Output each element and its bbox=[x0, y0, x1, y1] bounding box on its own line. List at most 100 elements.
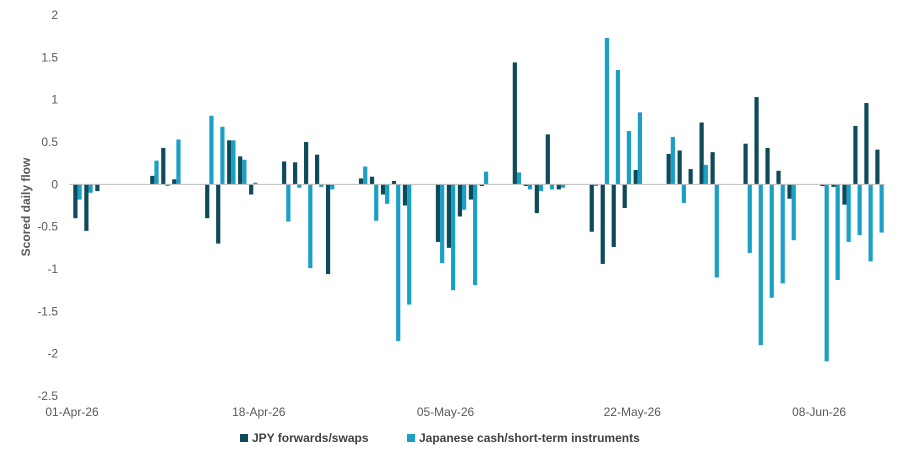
bar-jpy-forwards bbox=[666, 153, 671, 185]
bar-jpy-forwards bbox=[776, 170, 781, 185]
bar-jpy-forwards bbox=[831, 184, 836, 187]
bar-japanese-cash bbox=[516, 172, 522, 185]
bar-japanese-cash bbox=[637, 112, 642, 185]
bar-jpy-forwards bbox=[293, 162, 298, 185]
bar-japanese-cash bbox=[220, 126, 225, 185]
bar-japanese-cash bbox=[154, 160, 159, 185]
bar-jpy-forwards bbox=[875, 149, 880, 185]
bar-japanese-cash bbox=[363, 166, 368, 185]
bar-japanese-cash bbox=[253, 182, 258, 185]
bar-jpy-forwards bbox=[325, 184, 331, 275]
bar-japanese-cash bbox=[703, 164, 708, 185]
bar-japanese-cash bbox=[88, 184, 93, 193]
y-axis-title: Scored daily flow bbox=[19, 157, 33, 256]
y-tick-label: 1.5 bbox=[41, 50, 58, 64]
y-tick-label: -2 bbox=[47, 347, 58, 361]
bar-japanese-cash bbox=[615, 70, 621, 185]
legend-swatch-japanese-cash bbox=[407, 434, 415, 442]
bar-jpy-forwards bbox=[534, 184, 539, 214]
bar-jpy-forwards bbox=[556, 184, 561, 190]
bar-japanese-cash bbox=[297, 184, 302, 188]
bar-jpy-forwards bbox=[161, 147, 166, 185]
bar-jpy-forwards bbox=[765, 147, 770, 185]
y-tick-label: 0.5 bbox=[41, 135, 58, 149]
bar-japanese-cash bbox=[527, 184, 533, 190]
chart-bars bbox=[73, 37, 884, 362]
bar-japanese-cash bbox=[396, 184, 401, 341]
bar-jpy-forwards bbox=[304, 142, 309, 185]
bar-jpy-forwards bbox=[84, 184, 89, 231]
legend-swatch-jpy-forwards bbox=[240, 434, 248, 442]
bar-jpy-forwards bbox=[95, 184, 100, 192]
bar-japanese-cash bbox=[681, 184, 686, 203]
bar-japanese-cash bbox=[780, 184, 785, 284]
bar-japanese-cash bbox=[846, 184, 851, 242]
bar-japanese-cash bbox=[407, 184, 412, 305]
bar-japanese-cash bbox=[451, 184, 456, 291]
bar-japanese-cash bbox=[791, 184, 796, 241]
bar-japanese-cash bbox=[747, 184, 752, 253]
bar-jpy-forwards bbox=[435, 184, 441, 242]
bar-japanese-cash bbox=[473, 184, 478, 286]
bar-japanese-cash bbox=[176, 139, 181, 185]
bar-jpy-forwards bbox=[787, 184, 792, 199]
bar-japanese-cash bbox=[319, 184, 324, 187]
bar-jpy-forwards bbox=[611, 184, 616, 247]
y-tick-label: -1.5 bbox=[37, 304, 58, 318]
bar-japanese-cash bbox=[385, 184, 390, 204]
bar-jpy-forwards bbox=[688, 169, 693, 185]
bar-jpy-forwards bbox=[820, 184, 825, 187]
bar-jpy-forwards bbox=[227, 140, 232, 185]
bar-jpy-forwards bbox=[677, 150, 682, 185]
x-tick-label: 05-May-26 bbox=[417, 405, 475, 419]
bar-japanese-cash bbox=[286, 184, 291, 222]
bar-japanese-cash bbox=[835, 184, 840, 280]
y-axis-ticks: 2 1.5 1 0.5 0 -0.5 -1 -1.5 -2 -2.5 bbox=[37, 8, 58, 403]
bar-jpy-forwards bbox=[249, 184, 254, 195]
bar-jpy-forwards bbox=[754, 97, 759, 185]
bar-jpy-forwards bbox=[172, 179, 177, 185]
bar-japanese-cash bbox=[604, 37, 610, 185]
bar-japanese-cash bbox=[231, 140, 236, 185]
bar-japanese-cash bbox=[626, 130, 632, 185]
x-tick-label: 18-Apr-26 bbox=[232, 405, 286, 419]
bar-japanese-cash bbox=[308, 184, 313, 269]
bar-japanese-cash bbox=[857, 184, 862, 236]
bar-jpy-forwards bbox=[369, 176, 375, 185]
bar-japanese-cash bbox=[462, 184, 467, 210]
bar-japanese-cash bbox=[769, 184, 774, 298]
bar-japanese-cash bbox=[538, 184, 544, 192]
bar-jpy-forwards bbox=[391, 180, 397, 185]
bar-jpy-forwards bbox=[600, 184, 605, 264]
bar-jpy-forwards bbox=[842, 184, 847, 205]
bar-japanese-cash bbox=[209, 115, 214, 185]
bar-jpy-forwards bbox=[315, 154, 320, 185]
bar-japanese-cash bbox=[242, 159, 247, 185]
bar-jpy-forwards bbox=[216, 184, 221, 244]
x-axis-ticks: 01-Apr-26 18-Apr-26 05-May-26 22-May-26 08-J… bbox=[45, 405, 846, 419]
bar-japanese-cash bbox=[758, 184, 763, 346]
bar-jpy-forwards bbox=[238, 156, 243, 185]
bar-jpy-forwards bbox=[710, 152, 715, 185]
bar-jpy-forwards bbox=[523, 184, 528, 187]
bar-jpy-forwards bbox=[402, 184, 408, 206]
legend: JPY forwards/swaps Japanese cash/short-t… bbox=[240, 431, 640, 445]
x-tick-label: 01-Apr-26 bbox=[45, 405, 99, 419]
bar-jpy-forwards bbox=[150, 175, 155, 185]
x-tick-label: 08-Jun-26 bbox=[792, 405, 846, 419]
y-tick-label: 1 bbox=[51, 93, 58, 107]
bar-jpy-forwards bbox=[468, 184, 474, 200]
bar-japanese-cash bbox=[483, 171, 489, 185]
bar-jpy-forwards bbox=[205, 184, 210, 219]
y-tick-label: -0.5 bbox=[37, 220, 58, 234]
bar-japanese-cash bbox=[330, 184, 335, 190]
bar-jpy-forwards bbox=[479, 184, 484, 187]
bar-jpy-forwards bbox=[282, 161, 287, 185]
bar-jpy-forwards bbox=[743, 143, 748, 185]
bar-jpy-forwards bbox=[853, 125, 858, 185]
bar-japanese-cash bbox=[879, 184, 884, 233]
bar-jpy-forwards bbox=[589, 184, 594, 232]
bar-jpy-forwards bbox=[545, 134, 550, 185]
bar-jpy-forwards bbox=[358, 178, 364, 185]
